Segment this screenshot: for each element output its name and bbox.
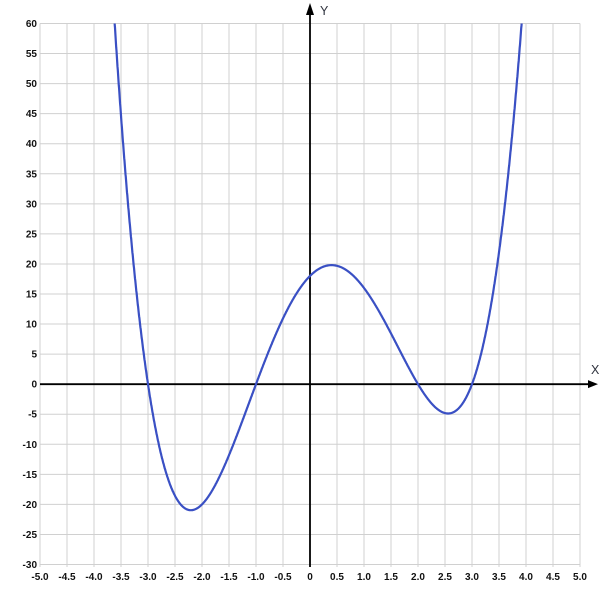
y-tick-label: -20 [23, 500, 38, 511]
x-tick-label: 1.0 [357, 572, 371, 583]
x-tick-label: -4.5 [58, 572, 76, 583]
y-tick-label: 25 [26, 229, 38, 240]
x-tick-label: 1.5 [384, 572, 398, 583]
y-tick-label: -15 [23, 470, 38, 481]
y-tick-label: 5 [31, 350, 37, 361]
y-tick-label: -10 [23, 440, 38, 451]
x-tick-label: -1.0 [247, 572, 265, 583]
y-tick-label: 20 [26, 259, 38, 270]
y-tick-label: 35 [26, 169, 38, 180]
x-tick-label: -5.0 [31, 572, 49, 583]
y-tick-label: 30 [26, 199, 38, 210]
axes-layer [40, 3, 598, 567]
x-tick-label: -3.5 [112, 572, 130, 583]
y-tick-label: -25 [23, 530, 38, 541]
x-tick-label: 2.5 [438, 572, 452, 583]
x-tick-label: 0.5 [330, 572, 344, 583]
y-tick-label: 50 [26, 79, 38, 90]
y-axis-label: Y [320, 4, 329, 18]
x-axis-arrowhead-icon [588, 380, 598, 389]
y-tick-label: -5 [28, 410, 37, 421]
y-tick-label: 60 [26, 19, 38, 30]
curve-layer [113, 23, 523, 512]
x-tick-label: 3.5 [492, 572, 506, 583]
x-tick-label: 4.0 [519, 572, 533, 583]
x-tick-label: -1.5 [220, 572, 238, 583]
function-curve [113, 23, 523, 512]
x-tick-label: 0 [307, 572, 313, 583]
y-tick-label: 10 [26, 320, 38, 331]
y-tick-label: 0 [31, 380, 37, 391]
x-tick-label: -0.5 [274, 572, 292, 583]
x-tick-label: 2.0 [411, 572, 425, 583]
x-tick-label: 4.5 [546, 572, 560, 583]
y-tick-label: 40 [26, 139, 38, 150]
x-tick-label: 5.0 [573, 572, 587, 583]
y-tick-label: 45 [26, 109, 38, 120]
x-tick-label: 3.0 [465, 572, 479, 583]
x-tick-label: -3.0 [139, 572, 157, 583]
x-tick-label: -4.0 [85, 572, 103, 583]
y-tick-label: 55 [26, 49, 38, 60]
x-tick-label: -2.5 [166, 572, 184, 583]
x-tick-label: -2.0 [193, 572, 211, 583]
tick-label-layer: -5.0 -4.5 -4.0 -3.5 -3.0 -2.5 -2.0 -1.5 -1.0 -0.5… [23, 4, 600, 583]
x-axis-label: X [591, 363, 600, 377]
y-axis-arrowhead-icon [306, 3, 314, 15]
y-tick-label: -30 [23, 560, 38, 571]
y-tick-label: 15 [26, 290, 38, 301]
